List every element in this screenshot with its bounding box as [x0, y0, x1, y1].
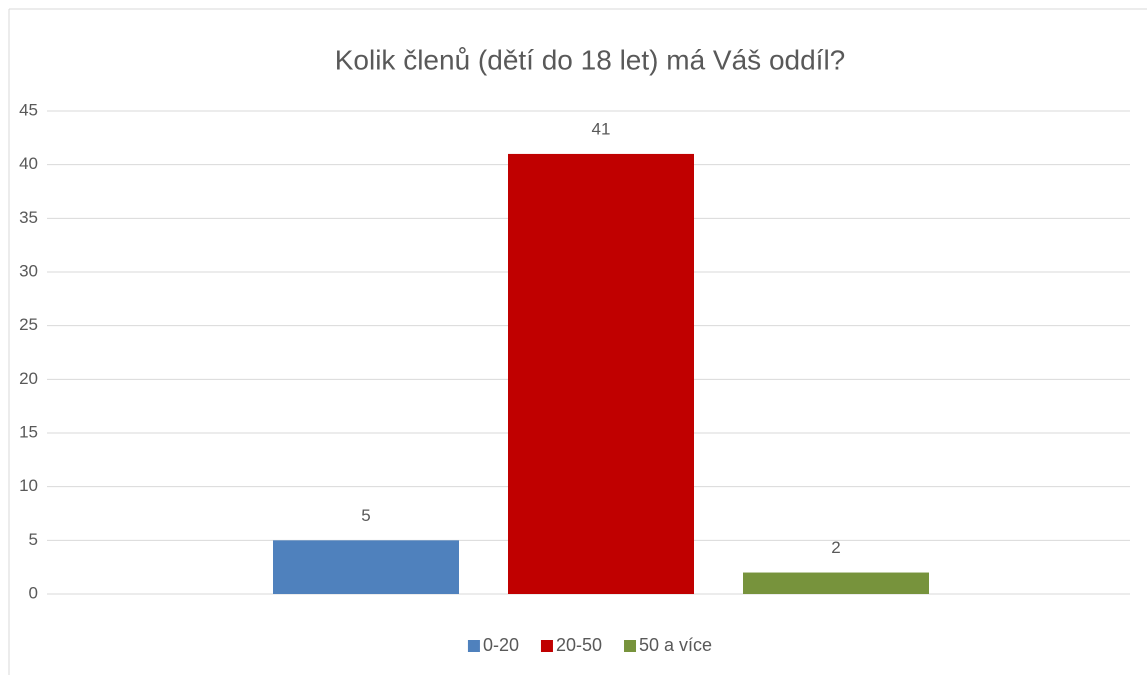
- bar: [743, 572, 929, 594]
- y-tick-label: 35: [19, 208, 38, 227]
- y-tick-label: 45: [19, 100, 38, 119]
- y-tick-label: 15: [19, 422, 38, 441]
- y-tick-label: 10: [19, 476, 38, 495]
- data-label: 2: [831, 538, 840, 557]
- y-tick-label: 20: [19, 369, 38, 388]
- legend-swatch: [624, 640, 637, 652]
- data-label: 5: [361, 506, 370, 525]
- y-tick-label: 0: [29, 583, 38, 602]
- legend-label: 20-50: [556, 635, 602, 655]
- bar: [508, 153, 694, 594]
- chart-title: Kolik členů (dětí do 18 let) má Váš oddí…: [335, 44, 846, 75]
- legend-swatch: [540, 640, 553, 652]
- y-tick-label: 30: [19, 261, 38, 280]
- data-label: 41: [592, 119, 611, 138]
- bar: [273, 540, 459, 594]
- y-tick-label: 5: [29, 530, 38, 549]
- legend-swatch: [467, 640, 480, 652]
- legend-label: 0-20: [483, 635, 519, 655]
- y-tick-label: 40: [19, 154, 38, 173]
- legend-label: 50 a více: [639, 635, 712, 655]
- y-tick-label: 25: [19, 315, 38, 334]
